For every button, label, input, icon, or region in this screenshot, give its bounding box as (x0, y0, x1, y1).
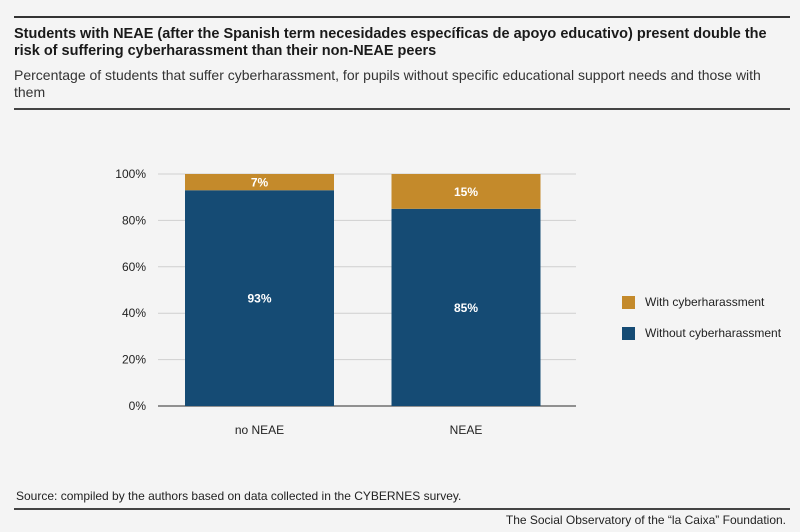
bar-value-label: 93% (247, 292, 271, 306)
y-tick-label: 100% (115, 167, 146, 181)
chart-subtitle: Percentage of students that suffer cyber… (14, 67, 761, 100)
bar-value-label: 85% (454, 301, 478, 315)
bar-segment (185, 190, 334, 406)
bottom-rule (14, 508, 790, 510)
footer-credit: The Social Observatory of the “la Caixa”… (505, 513, 786, 527)
y-tick-label: 80% (122, 213, 146, 227)
bar-segment (391, 208, 541, 406)
legend-item-with: With cyberharassment (622, 294, 781, 310)
top-rule (14, 16, 790, 18)
legend: With cyberharassment Without cyberharass… (622, 294, 781, 356)
legend-swatch-without (622, 326, 635, 340)
header-divider (14, 108, 790, 110)
bar-value-label: 7% (251, 176, 269, 190)
bar-value-label: 15% (454, 185, 478, 199)
bar-segment (185, 174, 334, 191)
legend-label-with: With cyberharassment (645, 295, 765, 309)
legend-swatch-with (622, 295, 635, 309)
bar-segment (391, 174, 541, 209)
y-tick-label: 0% (129, 399, 147, 413)
legend-item-without: Without cyberharassment (622, 325, 781, 341)
y-tick-label: 60% (122, 260, 146, 274)
legend-label-without: Without cyberharassment (645, 326, 782, 340)
chart-title: Students with NEAE (after the Spanish te… (14, 26, 767, 59)
source-note: Source: compiled by the authors based on… (16, 489, 462, 503)
y-tick-label: 20% (122, 353, 146, 367)
y-tick-label: 40% (122, 306, 146, 320)
x-tick-label: no NEAE (235, 423, 284, 437)
x-tick-label: NEAE (450, 423, 483, 437)
